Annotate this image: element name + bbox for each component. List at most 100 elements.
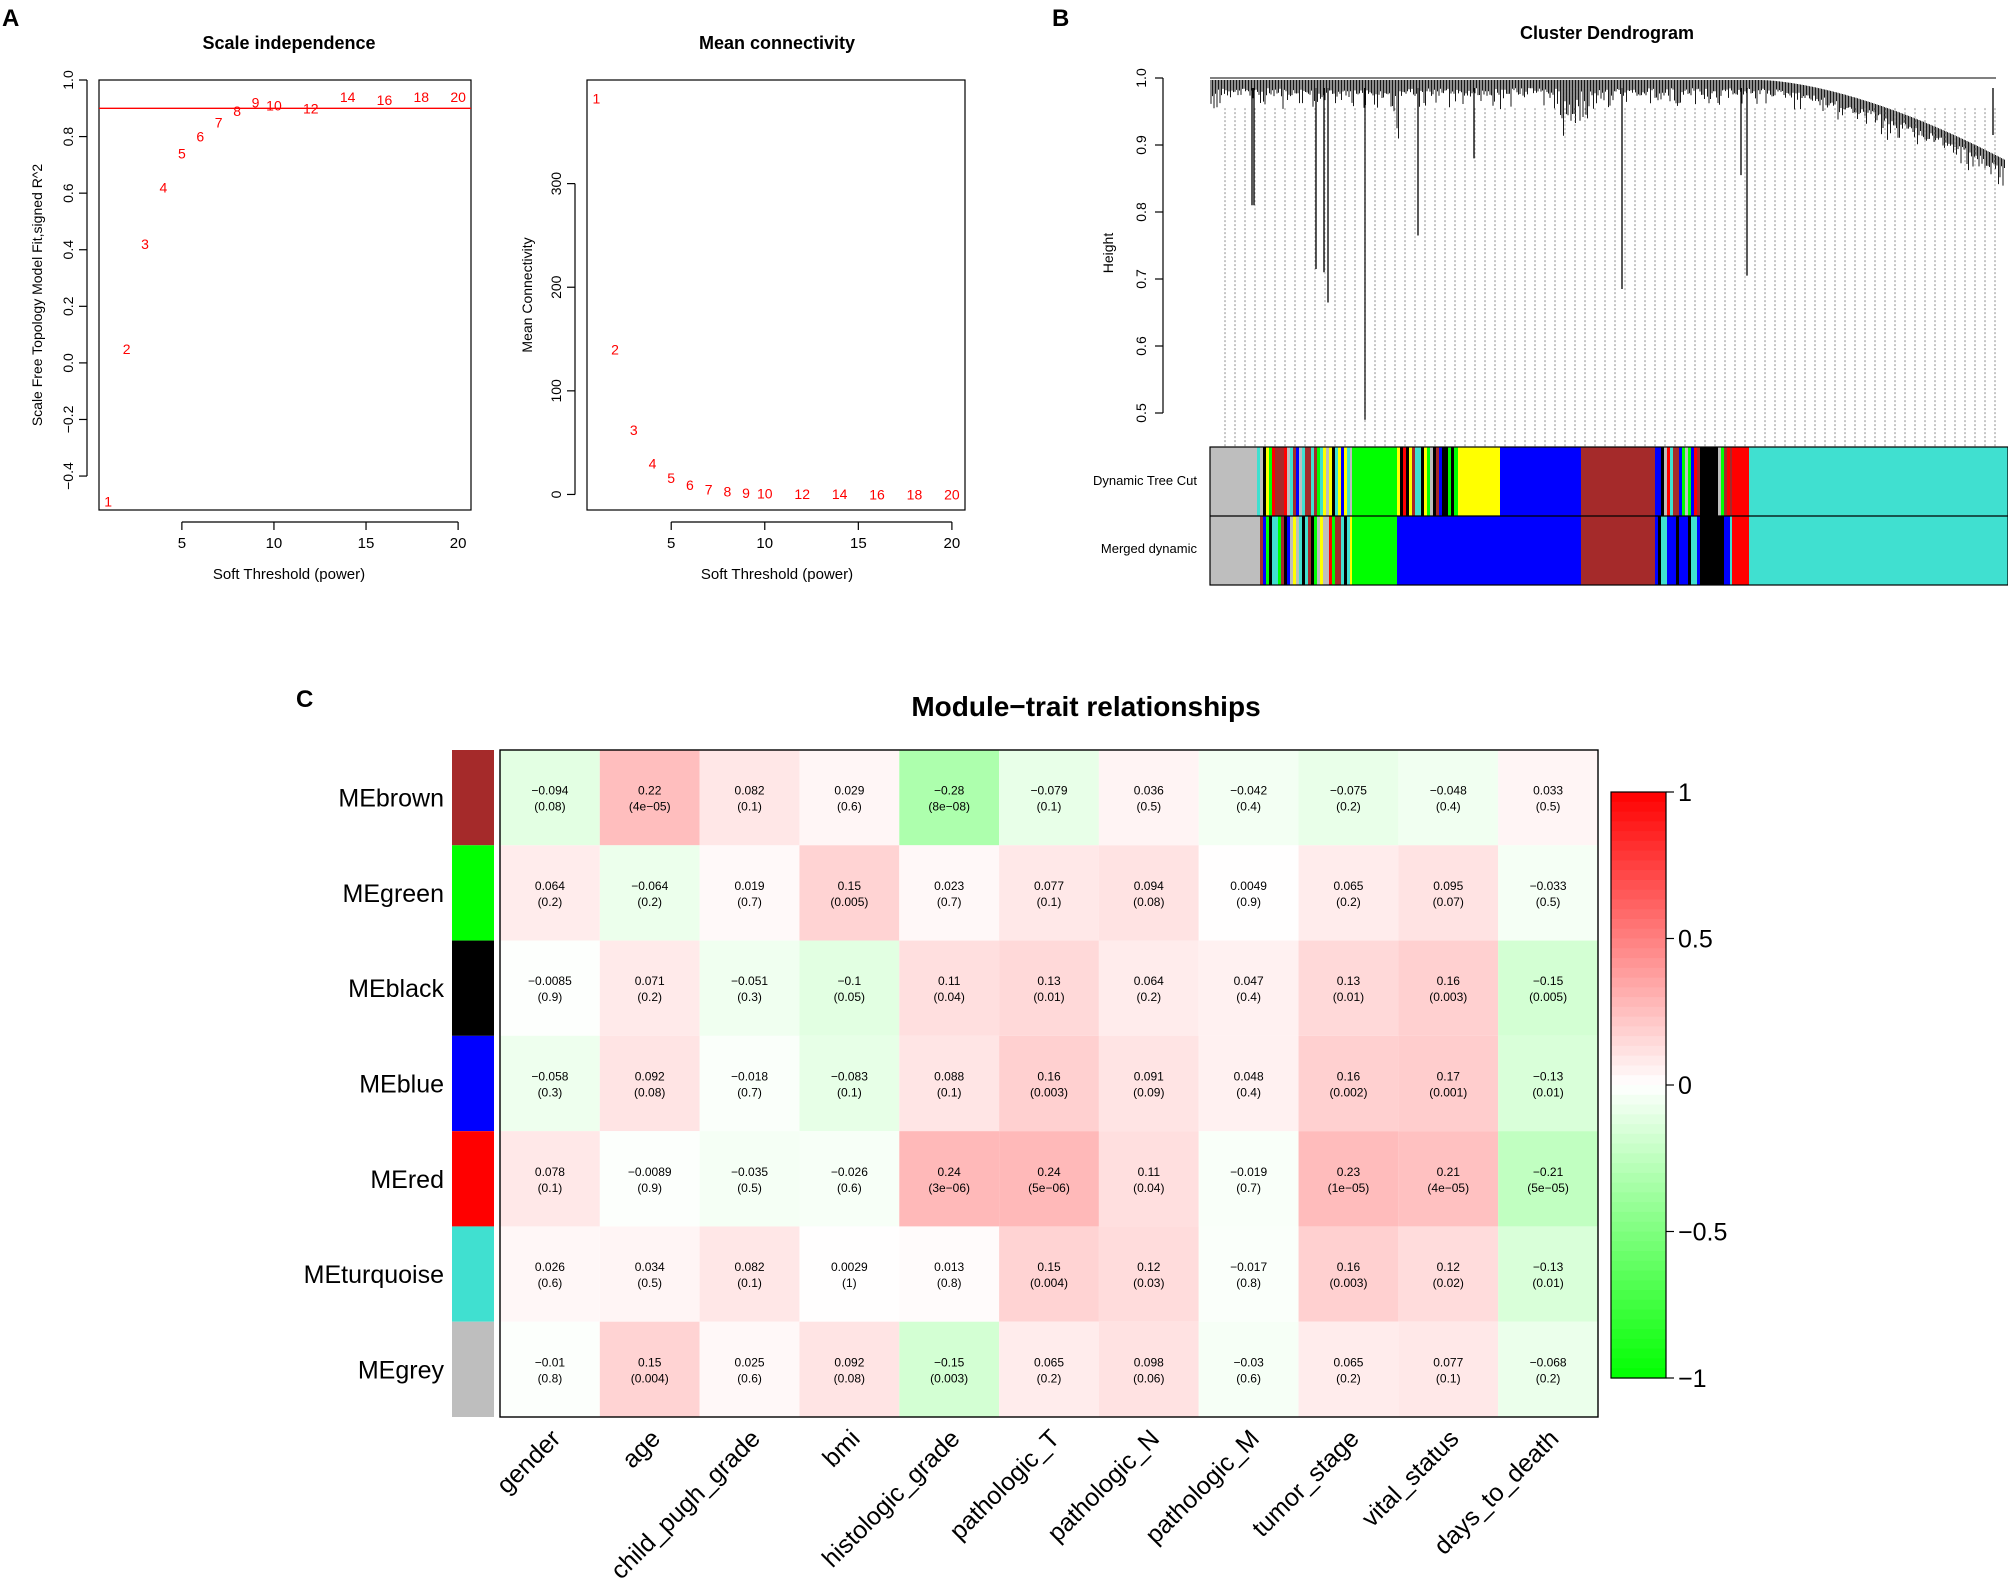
heatmap-cell-correlation: 0.15 (838, 879, 862, 893)
legend-gradient-step (1611, 1251, 1666, 1262)
trait-label: gender (491, 1424, 566, 1499)
merged-dynamic-segment (1670, 516, 1673, 585)
legend-gradient-step (1611, 889, 1666, 901)
dynamic-tree-cut-segment (1329, 447, 1332, 516)
heatmap-cell (1498, 1321, 1598, 1417)
dynamic-tree-cut-segment (1697, 447, 1700, 516)
heatmap-cell-correlation: −0.0085 (528, 974, 572, 988)
legend-gradient-step (1611, 1221, 1666, 1233)
legend-gradient-step (1611, 1153, 1666, 1164)
scale-independence-y-tick-label: 0.8 (60, 127, 76, 147)
legend-gradient-step (1611, 1006, 1666, 1018)
scale-independence-x-tick-label: 15 (358, 535, 375, 552)
mean-connectivity-y-tick-label: 200 (548, 275, 564, 299)
merged-dynamic-segment (1679, 516, 1682, 585)
heatmap-cell (1098, 1131, 1199, 1227)
merged-dynamic-segment (1344, 516, 1347, 585)
module-label: MEblue (359, 1071, 444, 1099)
merged-dynamic-segment (1257, 516, 1260, 585)
dynamic-tree-cut-segment (1679, 447, 1682, 516)
legend-gradient-step (1611, 1319, 1666, 1330)
heatmap-cell-pvalue: (0.003) (1329, 1276, 1367, 1290)
heatmap-cell-pvalue: (0.01) (1532, 1276, 1563, 1290)
legend-gradient-step (1611, 1065, 1666, 1076)
heatmap-cell (1198, 750, 1299, 846)
scale-independence-point-label: 18 (413, 89, 429, 105)
module-color-bars (1210, 447, 2008, 585)
legend-gradient-step (1611, 1045, 1666, 1057)
scale-independence-y-tick-label: 1.0 (60, 70, 76, 90)
heatmap-cell (799, 940, 900, 1036)
heatmap-cell-pvalue: (0.6) (538, 1276, 563, 1290)
legend-gradient-step (1611, 987, 1666, 998)
heatmap-cell (1498, 1035, 1598, 1132)
mean-connectivity-point-label: 20 (944, 486, 960, 502)
heatmap-cell-correlation: 0.15 (1037, 1260, 1061, 1274)
dynamic-tree-cut-segment (1500, 447, 1581, 516)
merged-dynamic-segment (1281, 516, 1284, 585)
heatmap-cell-pvalue: (8e−08) (928, 800, 970, 814)
heatmap-cell (1298, 1131, 1399, 1227)
merged-dynamic-segment (1278, 516, 1281, 585)
heatmap-cell-pvalue: (0.2) (1336, 895, 1361, 909)
heatmap-cell-correlation: −0.083 (831, 1070, 868, 1084)
mean-connectivity-x-tick-label: 20 (944, 535, 961, 552)
mean-connectivity-y-label: Mean Connectivity (519, 237, 535, 352)
mean-connectivity-point-label: 16 (869, 486, 885, 502)
heatmap-cell-pvalue: (0.4) (1236, 800, 1261, 814)
heatmap-cell-pvalue: (0.3) (538, 1086, 563, 1100)
mean-connectivity-y-tick-label: 300 (548, 172, 564, 196)
merged-dynamic-segment (1682, 516, 1685, 585)
merged-dynamic-segment (1287, 516, 1290, 585)
heatmap-cell (999, 1131, 1099, 1227)
panel-label-a: A (2, 5, 19, 32)
scale-independence-x-tick-label: 20 (450, 535, 467, 552)
heatmap-cell-pvalue: (0.08) (1133, 895, 1164, 909)
mean-connectivity-x-tick-label: 10 (756, 535, 773, 552)
mean-connectivity-point-label: 10 (757, 485, 773, 501)
legend-gradient-step (1611, 899, 1666, 910)
scale-independence-point-label: 20 (450, 89, 466, 105)
heatmap-cell-pvalue: (0.1) (1037, 895, 1062, 909)
legend-gradient-step (1611, 879, 1666, 891)
heatmap-cell-pvalue: (0.2) (1336, 800, 1361, 814)
heatmap-cell-pvalue: (0.9) (637, 1181, 662, 1195)
legend-gradient-step (1611, 821, 1666, 832)
merged-dynamic-segment (1290, 516, 1293, 585)
scale-independence-point-label: 3 (141, 236, 149, 252)
dynamic-tree-cut-segment (1655, 447, 1658, 516)
merged-dynamic-segment (1694, 516, 1697, 585)
heatmap-cell-correlation: −0.068 (1530, 1355, 1567, 1369)
merged-dynamic-segment (1296, 516, 1299, 585)
heatmap-cell-pvalue: (0.7) (737, 1086, 762, 1100)
scale-independence-point-label: 14 (340, 89, 356, 105)
legend-gradient-step (1611, 1309, 1666, 1320)
legend-gradient-step (1611, 870, 1666, 881)
heatmap-cell-pvalue: (0.1) (1037, 800, 1062, 814)
scale-independence-point-label: 7 (215, 114, 223, 130)
legend-gradient-step (1611, 909, 1666, 920)
merged-dynamic-segment (1266, 516, 1269, 585)
legend-gradient-step (1611, 1202, 1666, 1213)
heatmap-cell-correlation: −0.28 (934, 784, 965, 798)
heatmap-cell-correlation: −0.13 (1533, 1070, 1564, 1084)
heatmap-cell (1198, 940, 1299, 1036)
module-color-swatch (452, 1321, 494, 1417)
merged-dynamic-segment (1718, 516, 1721, 585)
merged-dynamic-segment (1688, 516, 1691, 585)
heatmap-cell (1498, 940, 1598, 1036)
heatmap-cell-correlation: 0.0049 (1230, 879, 1267, 893)
merged-dynamic-segment (1284, 516, 1287, 585)
mean-connectivity-point-label: 1 (592, 91, 600, 107)
heatmap-cell-pvalue: (0.07) (1433, 895, 1464, 909)
heatmap-cell (1398, 1035, 1499, 1132)
heatmap-cell-correlation: 0.092 (635, 1070, 665, 1084)
scale-independence-point-label: 6 (196, 129, 204, 145)
module-color-swatch (452, 940, 494, 1036)
heatmap-cell (999, 750, 1099, 846)
merged-dynamic-segment (1260, 516, 1263, 585)
heatmap-cell-correlation: 0.065 (1034, 1355, 1064, 1369)
heatmap-cell-correlation: 0.034 (635, 1260, 665, 1274)
heatmap-cell-pvalue: (0.4) (1236, 990, 1261, 1004)
